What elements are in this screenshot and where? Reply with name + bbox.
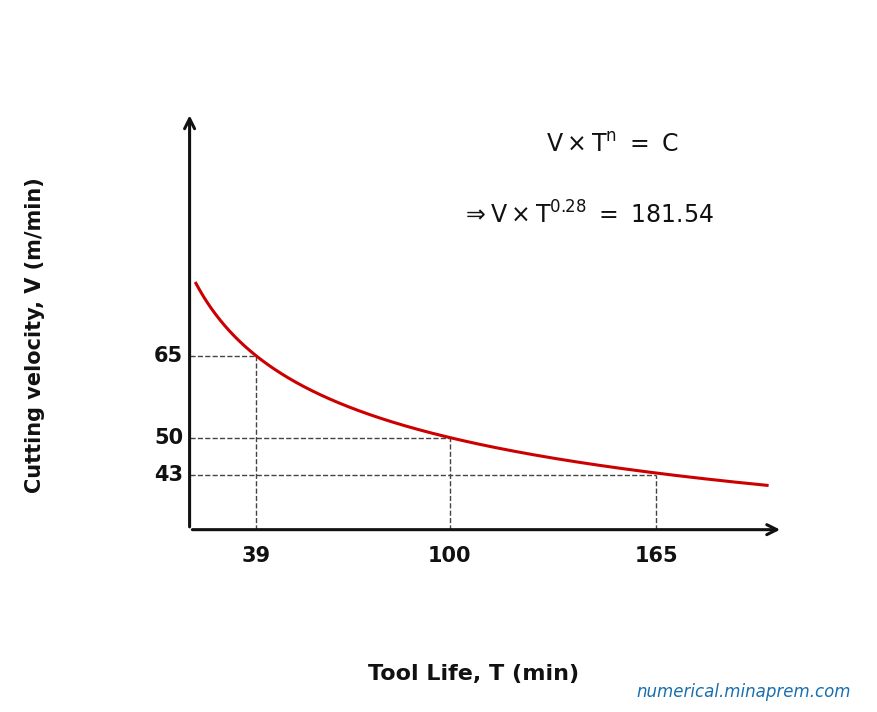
Text: $\mathrm{V \times T^{n}\ =\ C}$: $\mathrm{V \times T^{n}\ =\ C}$ (546, 133, 679, 157)
Text: 50: 50 (154, 428, 183, 448)
Text: 100: 100 (428, 546, 472, 566)
Text: $\mathrm{\Rightarrow V \times T^{0.28}\ =\ 181.54}$: $\mathrm{\Rightarrow V \times T^{0.28}\ … (460, 201, 714, 229)
Text: 65: 65 (154, 346, 183, 366)
Text: Cutting velocity, V (m/min): Cutting velocity, V (m/min) (25, 177, 45, 493)
Text: 43: 43 (154, 466, 183, 486)
Text: 165: 165 (634, 546, 678, 566)
Text: Tool Life, T (min): Tool Life, T (min) (368, 664, 579, 684)
Text: 39: 39 (242, 546, 271, 566)
Text: numerical.minaprem.com: numerical.minaprem.com (636, 684, 851, 701)
